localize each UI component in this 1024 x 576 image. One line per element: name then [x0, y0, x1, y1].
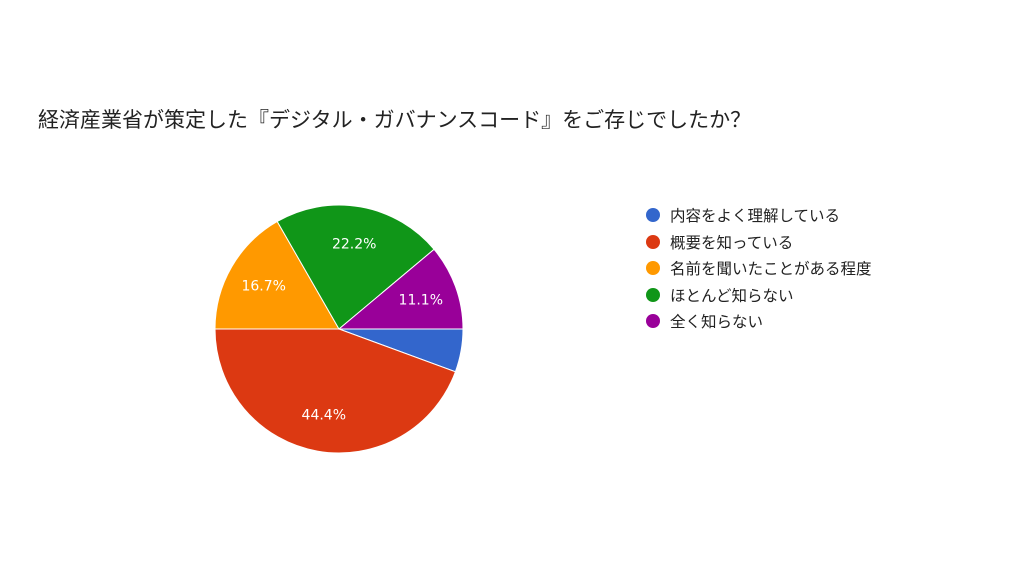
legend-swatch-icon [646, 261, 660, 276]
legend-label: ほとんど知らない [670, 286, 794, 305]
legend-item[interactable]: 概要を知っている [646, 229, 872, 256]
legend-item[interactable]: 内容をよく理解している [646, 202, 872, 229]
legend-swatch-icon [646, 287, 660, 302]
legend-swatch-icon [646, 234, 660, 249]
legend-swatch-icon [646, 314, 660, 329]
pie-slice[interactable] [214, 328, 457, 454]
pie-slice[interactable] [214, 220, 340, 330]
legend-item[interactable]: 全く知らない [646, 308, 872, 335]
legend-label: 内容をよく理解している [670, 207, 841, 226]
slice-data-label: 11.1% [399, 292, 443, 308]
legend-item[interactable]: ほとんど知らない [646, 282, 872, 309]
legend-item[interactable]: 名前を聞いたことがある程度 [646, 255, 872, 282]
legend-swatch-icon [646, 208, 660, 223]
pie-slice[interactable] [276, 204, 435, 330]
chart-title: 経済産業省が策定した『デジタル・ガバナンスコード』をご存じでしたか？ [38, 108, 752, 132]
legend-label: 全く知らない [670, 313, 764, 332]
pie-slice[interactable] [337, 248, 464, 330]
legend-label: 概要を知っている [670, 233, 794, 252]
slice-data-label: 22.2% [332, 236, 376, 252]
legend-label: 名前を聞いたことがある程度 [670, 260, 872, 279]
slice-data-label: 16.7% [241, 278, 285, 294]
slice-data-label: 44.4% [302, 408, 346, 424]
legend: 内容をよく理解している 概要を知っている 名前を聞いたことがある程度 ほとんど知… [646, 202, 872, 335]
